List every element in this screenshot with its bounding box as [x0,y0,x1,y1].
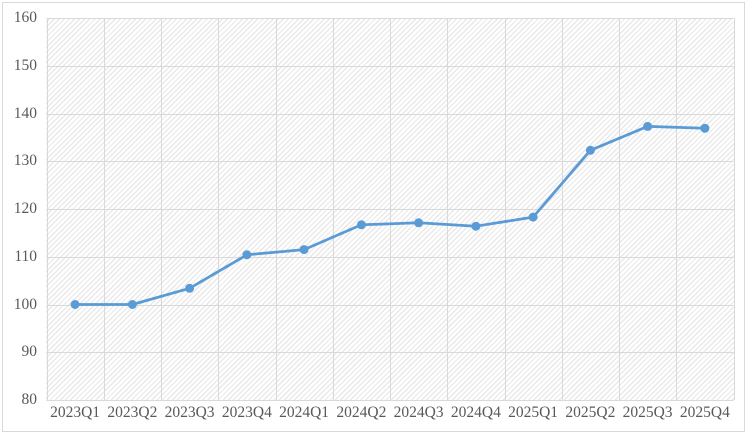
x-axis-tick-label: 2024Q4 [450,404,501,421]
data-point-marker [643,121,653,131]
data-point-marker [299,245,309,255]
y-axis-tick-label: 160 [13,9,37,26]
data-point-marker [242,250,252,260]
x-axis-tick-label: 2023Q2 [107,404,158,421]
y-axis-tick-label: 110 [14,247,37,265]
y-axis-tick-label: 80 [21,391,38,408]
x-axis-tick-label: 2023Q4 [221,404,272,421]
x-axis-tick-label: 2024Q2 [336,404,387,421]
x-axis-tick-label: 2025Q3 [622,404,673,421]
chart-area-border [2,2,745,432]
x-axis-tick-label: 2025Q1 [508,404,559,421]
x-axis-tick-label: 2024Q3 [393,404,444,421]
y-axis-tick-label: 100 [13,295,37,313]
x-axis-tick-label: 2025Q2 [565,404,616,421]
data-point-marker [70,300,80,309]
x-axis-tick-label: 2023Q1 [50,404,101,421]
x-axis-tick-label: 2023Q3 [164,404,215,421]
y-axis-tick-label: 150 [13,56,37,74]
series-line [73,125,707,306]
data-point-marker [414,218,424,228]
y-axis-tick-label: 140 [13,104,37,122]
x-axis-tick-label: 2025Q4 [679,404,730,421]
y-axis-tick-label: 90 [21,343,38,361]
y-axis-tick-label: 120 [13,200,37,217]
gridlines [46,18,735,401]
y-axis-tick-label: 130 [13,152,37,170]
data-point-marker [585,145,595,155]
data-point-marker [356,220,366,230]
data-point-marker [700,123,710,133]
data-point-marker [471,221,481,231]
data-point-marker [127,300,137,309]
series-markers [70,121,710,309]
x-axis-tick-label: 2024Q1 [279,404,330,421]
data-point-marker [528,212,538,222]
data-point-marker [185,283,195,293]
